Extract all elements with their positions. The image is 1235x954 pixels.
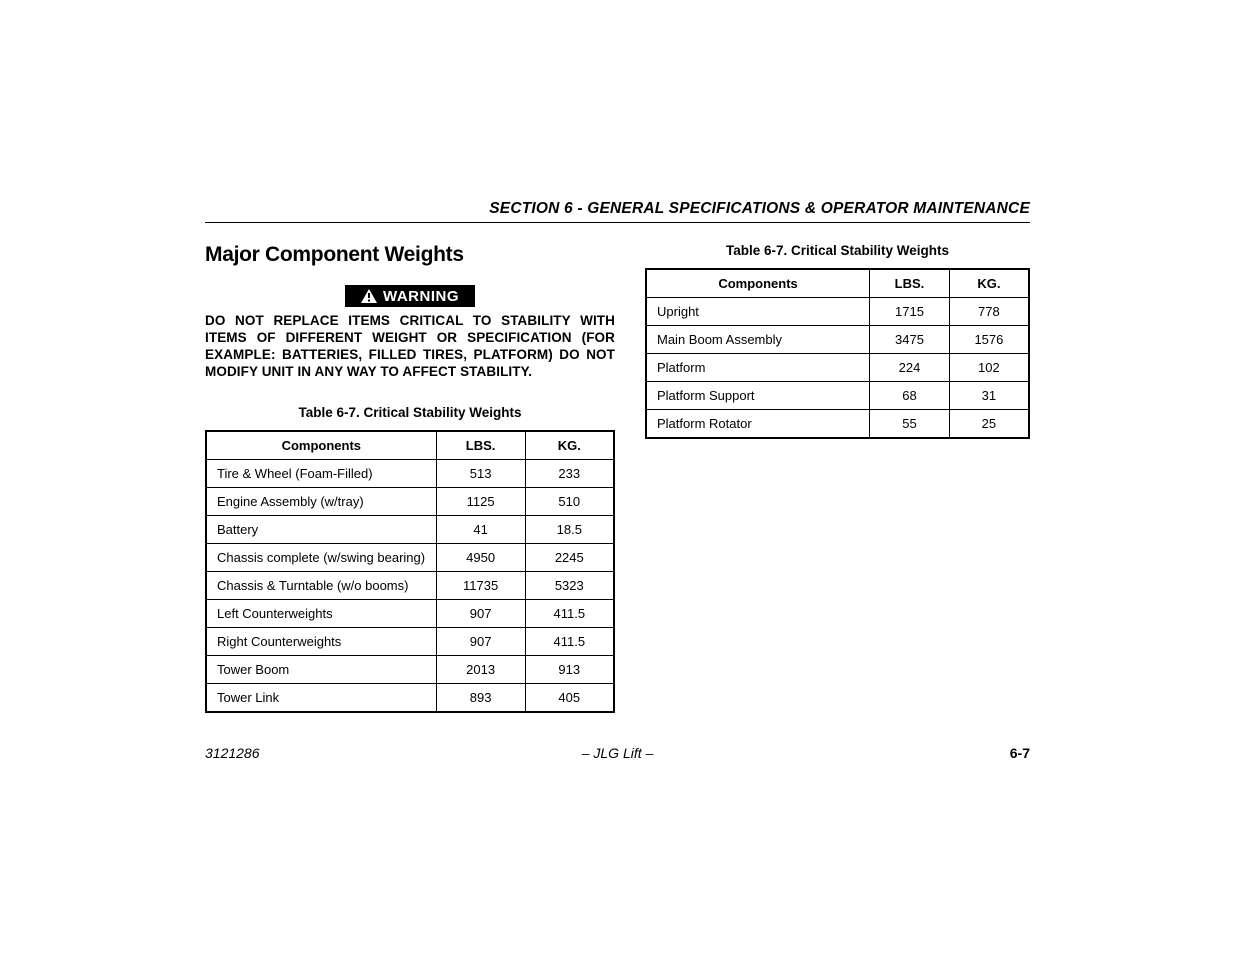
cell-component: Platform Support (646, 382, 870, 410)
left-table-caption: Table 6-7. Critical Stability Weights (205, 405, 615, 420)
warning-triangle-icon (361, 289, 377, 303)
page-footer: 3121286 – JLG Lift – 6-7 (205, 745, 1030, 761)
table-row: Main Boom Assembly34751576 (646, 326, 1029, 354)
col-header-kg: KG. (525, 431, 614, 460)
warning-badge: WARNING (345, 285, 475, 307)
table-row: Tire & Wheel (Foam-Filled)513233 (206, 459, 614, 487)
cell-component: Platform (646, 354, 870, 382)
cell-lbs: 55 (870, 410, 950, 439)
cell-lbs: 907 (436, 627, 525, 655)
cell-kg: 31 (949, 382, 1029, 410)
cell-kg: 5323 (525, 571, 614, 599)
table-row: Engine Assembly (w/tray)1125510 (206, 487, 614, 515)
col-header-components: Components (646, 269, 870, 298)
cell-kg: 2245 (525, 543, 614, 571)
left-table: Components LBS. KG. Tire & Wheel (Foam-F… (205, 430, 615, 713)
cell-component: Main Boom Assembly (646, 326, 870, 354)
cell-lbs: 907 (436, 599, 525, 627)
table-row: Tower Link893405 (206, 683, 614, 712)
content-area: SECTION 6 - GENERAL SPECIFICATIONS & OPE… (205, 200, 1030, 713)
cell-component: Tire & Wheel (Foam-Filled) (206, 459, 436, 487)
cell-kg: 778 (949, 298, 1029, 326)
cell-component: Tower Boom (206, 655, 436, 683)
cell-lbs: 2013 (436, 655, 525, 683)
cell-component: Left Counterweights (206, 599, 436, 627)
cell-lbs: 224 (870, 354, 950, 382)
warning-label: WARNING (383, 288, 459, 305)
table-row: Right Counterweights907411.5 (206, 627, 614, 655)
table-row: Platform Support6831 (646, 382, 1029, 410)
col-header-components: Components (206, 431, 436, 460)
table-row: Chassis complete (w/swing bearing)495022… (206, 543, 614, 571)
cell-kg: 18.5 (525, 515, 614, 543)
cell-lbs: 1715 (870, 298, 950, 326)
table-row: Platform224102 (646, 354, 1029, 382)
cell-component: Tower Link (206, 683, 436, 712)
cell-lbs: 3475 (870, 326, 950, 354)
table-row: Platform Rotator5525 (646, 410, 1029, 439)
cell-component: Chassis complete (w/swing bearing) (206, 543, 436, 571)
cell-lbs: 893 (436, 683, 525, 712)
cell-lbs: 68 (870, 382, 950, 410)
section-title: Major Component Weights (205, 243, 615, 267)
cell-kg: 405 (525, 683, 614, 712)
cell-lbs: 1125 (436, 487, 525, 515)
cell-component: Upright (646, 298, 870, 326)
cell-component: Engine Assembly (w/tray) (206, 487, 436, 515)
cell-lbs: 41 (436, 515, 525, 543)
cell-lbs: 4950 (436, 543, 525, 571)
warning-text: DO NOT REPLACE ITEMS CRITICAL TO STABILI… (205, 313, 615, 381)
cell-component: Platform Rotator (646, 410, 870, 439)
left-table-body: Tire & Wheel (Foam-Filled)513233Engine A… (206, 459, 614, 712)
cell-kg: 102 (949, 354, 1029, 382)
cell-component: Right Counterweights (206, 627, 436, 655)
cell-kg: 1576 (949, 326, 1029, 354)
cell-kg: 233 (525, 459, 614, 487)
running-head: SECTION 6 - GENERAL SPECIFICATIONS & OPE… (205, 200, 1030, 223)
footer-center: – JLG Lift – (205, 745, 1030, 761)
right-column: Table 6-7. Critical Stability Weights Co… (645, 243, 1030, 713)
table-row: Battery4118.5 (206, 515, 614, 543)
right-table-caption: Table 6-7. Critical Stability Weights (645, 243, 1030, 258)
cell-component: Battery (206, 515, 436, 543)
cell-kg: 411.5 (525, 599, 614, 627)
col-header-kg: KG. (949, 269, 1029, 298)
cell-kg: 510 (525, 487, 614, 515)
page: SECTION 6 - GENERAL SPECIFICATIONS & OPE… (0, 0, 1235, 954)
cell-lbs: 513 (436, 459, 525, 487)
table-row: Left Counterweights907411.5 (206, 599, 614, 627)
table-header-row: Components LBS. KG. (646, 269, 1029, 298)
table-header-row: Components LBS. KG. (206, 431, 614, 460)
cell-component: Chassis & Turntable (w/o booms) (206, 571, 436, 599)
table-row: Upright1715778 (646, 298, 1029, 326)
col-header-lbs: LBS. (436, 431, 525, 460)
table-row: Chassis & Turntable (w/o booms)117355323 (206, 571, 614, 599)
cell-lbs: 11735 (436, 571, 525, 599)
right-table: Components LBS. KG. Upright1715778Main B… (645, 268, 1030, 439)
cell-kg: 913 (525, 655, 614, 683)
col-header-lbs: LBS. (870, 269, 950, 298)
two-column-layout: Major Component Weights WARNING DO NOT R… (205, 243, 1030, 713)
left-column: Major Component Weights WARNING DO NOT R… (205, 243, 615, 713)
cell-kg: 411.5 (525, 627, 614, 655)
right-table-body: Upright1715778Main Boom Assembly34751576… (646, 298, 1029, 439)
cell-kg: 25 (949, 410, 1029, 439)
table-row: Tower Boom2013913 (206, 655, 614, 683)
